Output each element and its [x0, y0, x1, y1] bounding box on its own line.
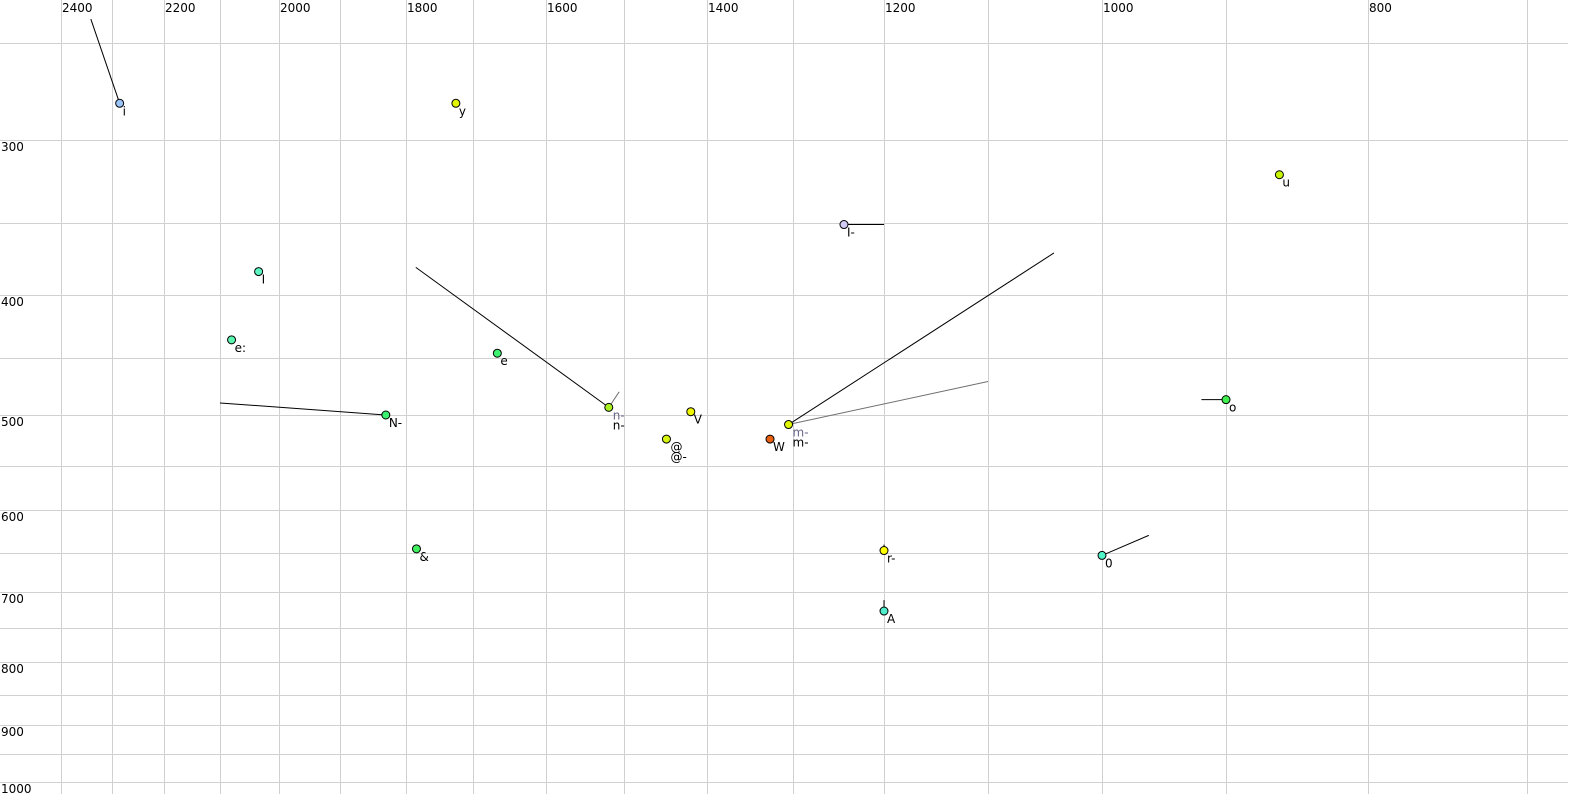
- point-label-secondary: n-: [613, 418, 625, 432]
- y-tick-label: 400: [1, 295, 24, 309]
- point-label: n-: [613, 408, 625, 422]
- point-label: u: [1282, 176, 1290, 190]
- data-point: [411, 544, 421, 554]
- point-label-secondary: @-: [670, 450, 686, 464]
- data-point: [1221, 395, 1231, 405]
- trail-line: [788, 381, 989, 426]
- data-point: [839, 220, 849, 230]
- y-tick-label: 800: [1, 662, 24, 676]
- data-point: [661, 434, 671, 444]
- data-point: [115, 98, 125, 108]
- x-tick-label: 800: [1369, 1, 1392, 15]
- data-point: [686, 407, 696, 417]
- point-label: I-: [847, 226, 855, 240]
- data-points: i y u I- Ie: e N-n-n- V @@- Wm-m-o & r- 0 A: [115, 98, 1290, 626]
- x-tick-label: 1800: [407, 1, 438, 15]
- y-tick-label: 1000: [1, 782, 32, 796]
- point-label: &: [419, 550, 428, 564]
- trail-line: [1101, 534, 1150, 556]
- point-label: e: [500, 354, 507, 368]
- trail-line: [90, 18, 121, 104]
- y-tick-label: 500: [1, 415, 24, 429]
- data-point: [784, 420, 794, 430]
- point-label: m-: [793, 426, 809, 440]
- y-tick-label: 300: [1, 140, 24, 154]
- tick-labels: 2400 2200 2000 1800 1600 1400 1200 1000 800 300 40…: [1, 1, 1392, 796]
- data-point: [765, 434, 775, 444]
- point-label-secondary: m-: [793, 436, 809, 450]
- data-point: [492, 348, 502, 358]
- data-point: [879, 546, 889, 556]
- point-label: 0: [1105, 556, 1113, 570]
- data-point: [451, 98, 461, 108]
- point-label: y: [459, 104, 466, 118]
- data-point: [227, 335, 237, 345]
- x-tick-label: 2400: [62, 1, 93, 15]
- x-tick-label: 1000: [1103, 1, 1134, 15]
- data-point: [879, 606, 889, 616]
- data-point: [381, 410, 391, 420]
- x-tick-label: 2000: [280, 1, 311, 15]
- point-label: A: [887, 612, 896, 626]
- point-label: W: [773, 440, 785, 454]
- trail-line: [788, 252, 1055, 425]
- x-tick-label: 1600: [547, 1, 578, 15]
- data-point: [1274, 170, 1284, 180]
- data-point: [1097, 550, 1107, 560]
- y-tick-label: 600: [1, 510, 24, 524]
- x-tick-label: 1200: [885, 1, 916, 15]
- point-label: V: [694, 413, 703, 427]
- trail-line: [219, 402, 386, 416]
- data-point: [254, 267, 264, 277]
- x-tick-label: 2200: [165, 1, 196, 15]
- point-label: i: [123, 104, 126, 118]
- point-label: @: [670, 440, 682, 454]
- trails: [90, 18, 1226, 612]
- y-tick-label: 900: [1, 725, 24, 739]
- trail-line: [415, 266, 610, 408]
- point-label: N-: [389, 416, 402, 430]
- point-label: r-: [887, 552, 896, 566]
- x-tick-label: 1400: [708, 1, 739, 15]
- point-label: e:: [235, 341, 246, 355]
- point-label: o: [1229, 401, 1236, 415]
- point-label: I: [262, 273, 266, 287]
- data-point: [604, 402, 614, 412]
- y-tick-label: 700: [1, 592, 24, 606]
